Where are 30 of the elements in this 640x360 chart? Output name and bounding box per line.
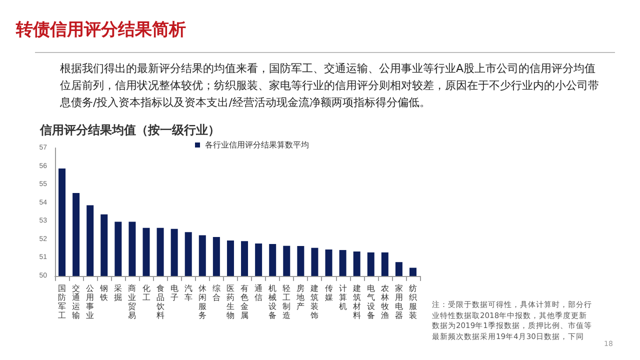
x-tick-label: 采掘	[114, 284, 122, 302]
x-tick-label: 房地产	[296, 284, 305, 311]
x-tick-label: 有色金属	[240, 284, 249, 320]
x-tick-label: 汽车	[184, 284, 192, 302]
x-tick-label: 电子	[170, 284, 178, 302]
x-tick-label: 公用事业	[86, 284, 94, 320]
x-tick-label: 家用电器	[394, 284, 403, 320]
x-tick-label: 通信	[254, 284, 263, 302]
x-tick-label: 纺织服装	[408, 284, 417, 320]
x-tick-label: 建筑装饰	[310, 284, 319, 320]
x-tick-label: 商业贸易	[128, 284, 136, 320]
x-tick-label: 化工	[142, 284, 150, 302]
chart-title: 转债信用评分结果简析	[16, 19, 186, 41]
x-tick-label: 食品饮料	[155, 284, 164, 320]
x-tick-label: 机械设备	[268, 284, 277, 320]
x-tick-label: 建筑材料	[352, 284, 361, 320]
x-tick-label: 轻工制造	[282, 284, 291, 320]
x-tick-label: 计算机	[338, 284, 347, 311]
chart-subtitle: 根据我们得出的最新评分结果的均值来看，国防军工、交通运输、公用事业等行业A股上市公司的信用评分均值位居前列，信用状况整体较优；纺织服装、家电等行业的信用评分则相对较差，原因在于不少行业内的小公司带息债务/投入资本指标以及资本支出/经营活动现金流净额两项指标得分偏低。	[60, 61, 600, 111]
x-tick-label: 传媒	[324, 284, 333, 302]
x-tick-label: 国防军工	[58, 284, 66, 320]
x-tick-label: 钢铁	[99, 284, 108, 302]
x-tick-label: 综合	[212, 284, 220, 302]
x-tick-label: 休闲服务	[198, 284, 206, 320]
legend-label: 各行业信用评分结果算数平均	[205, 140, 309, 150]
x-tick-label: 农林牧渔	[380, 284, 389, 320]
x-tick-label: 交通运输	[72, 284, 80, 320]
x-tick-label: 医药生物	[226, 284, 234, 320]
x-axis-title: 信用评分结果均值（按一级行业）	[40, 122, 220, 139]
x-tick-label: 电气设备	[366, 284, 375, 320]
